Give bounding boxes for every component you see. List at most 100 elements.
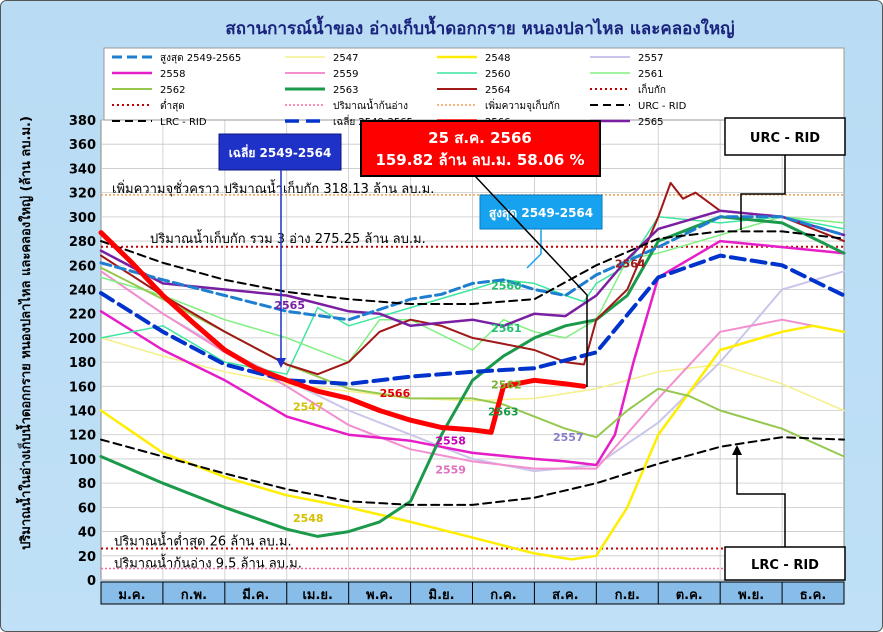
y-tick-label: 200: [69, 332, 96, 347]
series-line-2547: [100, 337, 845, 412]
urc-box: [724, 117, 846, 156]
avg-annotation-arrowhead: [276, 358, 286, 368]
y-tick-label: 140: [69, 405, 96, 420]
max-annotation: สูงสุด 2549-2564: [479, 194, 603, 269]
legend-label: 2564: [485, 85, 510, 96]
legend-label: URC - RID: [638, 101, 687, 112]
legend-label: เพิ่มความจุเก็บกัก: [485, 98, 560, 112]
y-tick-label: 160: [69, 380, 96, 395]
legend-label: ต่ำสุด: [160, 98, 185, 112]
urc-leader: [740, 155, 786, 230]
series-label: 2559: [435, 463, 466, 476]
lrc-arrowhead: [732, 445, 742, 455]
lrc-annotation: LRC - RID: [724, 445, 846, 581]
x-tick-label: ธ.ค.: [800, 588, 827, 603]
legend-label: 2559: [333, 69, 358, 80]
series-line-2560: [100, 216, 845, 375]
legend-label: 2547: [333, 53, 358, 64]
x-tick-label: ก.พ.: [181, 588, 207, 603]
x-tick-label: ส.ค.: [552, 588, 579, 603]
grid: [101, 119, 844, 581]
max-annotation-box: [479, 194, 603, 230]
y-axis-title: ปริมาณน้ำในอ่างเก็บน้ำดอกกราย หนองปลาไหล…: [15, 116, 34, 550]
series-label: 2565: [274, 299, 305, 312]
series-line-2548: [99, 324, 846, 561]
x-tick-label: เม.ย.: [302, 588, 333, 603]
legend-label: 2548: [485, 53, 510, 64]
y-axis-title-group: ปริมาณน้ำในอ่างเก็บน้ำดอกกราย หนองปลาไหล…: [15, 116, 34, 550]
series-line-2565: [99, 209, 846, 328]
y-tick-label: 120: [69, 429, 96, 444]
reference-line-labels: เพิ่มความจุชั่วคราว ปริมาณน้ำเก็บกัก 318…: [112, 179, 434, 572]
x-tick-label: ม.ค.: [118, 588, 145, 603]
urc-box-text: URC - RID: [750, 131, 820, 146]
legend-label: 2563: [333, 85, 358, 96]
y-tick-label: 220: [69, 308, 96, 323]
avg-annotation-text: เฉลี่ย 2549-2564: [229, 144, 332, 160]
legend-label: LRC - RID: [160, 117, 207, 128]
legend-label: 2557: [638, 53, 663, 64]
legend-label: 2561: [638, 69, 663, 80]
series-line-2564: [100, 181, 845, 376]
max-annotation-leader: [526, 229, 542, 269]
y-tick-label: 360: [69, 138, 96, 153]
x-tick-label: พ.ย.: [738, 588, 764, 603]
reference-line-label: ปริมาณน้ำเก็บกัก รวม 3 อ่าง 275.25 ล้าน …: [150, 229, 426, 247]
y-tick-label: 280: [69, 235, 96, 250]
y-tick-label: 320: [69, 187, 96, 202]
y-tick-label: 260: [69, 259, 96, 274]
avg-annotation-box: [218, 133, 342, 171]
chart-title: สถานการณ์น้ำของ อ่างเก็บน้ำดอกกราย หนองป…: [225, 15, 734, 39]
series-label: 2560: [491, 279, 522, 292]
legend-label: สูงสุด 2549-2565: [160, 53, 241, 64]
series-label: 2561: [491, 322, 522, 335]
y-tick-label: 20: [78, 550, 96, 565]
series-line-2563: [99, 215, 846, 538]
series-line-LRC - RID: [100, 436, 845, 506]
current-annotation: 25 ส.ค. 2566 159.82 ล้าน ลบ.ม. 58.06 %: [360, 120, 601, 387]
legend-label: เก็บกัก: [638, 82, 666, 96]
lrc-leader: [736, 452, 786, 547]
series-label: 2557: [553, 431, 584, 444]
series-line-เฉลี่ย 2549-2565: [99, 253, 846, 386]
legend-label: 2562: [160, 85, 185, 96]
max-annotation-text: สูงสุด 2549-2564: [489, 206, 593, 221]
y-axis-ticks: 0 20 40 60 80 100 120 140 160 180 200 220 240 260 280 3…: [69, 114, 96, 589]
current-annotation-line2: 159.82 ล้าน ลบ.ม. 58.06 %: [375, 151, 584, 169]
x-tick-label: ก.ย.: [615, 588, 640, 603]
reference-line-label: เพิ่มความจุชั่วคราว ปริมาณน้ำเก็บกัก 318…: [112, 179, 434, 197]
x-tick-label: ต.ค.: [676, 588, 703, 603]
urc-annotation: URC - RID: [724, 117, 846, 230]
reference-lines: [101, 194, 844, 570]
series-label: 2547: [293, 401, 324, 414]
y-tick-label: 100: [69, 453, 96, 468]
series-label: 2563: [488, 405, 519, 418]
x-tick-label: พ.ค.: [366, 588, 393, 603]
legend-label: 2558: [160, 69, 185, 80]
series-line-2561: [100, 216, 845, 363]
series-label: 2558: [435, 434, 466, 447]
series-layer: [98, 181, 846, 561]
lrc-box-text: LRC - RID: [751, 558, 819, 573]
reference-line-label: ปริมาณน้ำก้นอ่าง 9.5 ล้าน ลบ.ม.: [114, 554, 302, 572]
reference-line-label: ปริมาณน้ำต่ำสุด 26 ล้าน ลบ.ม.: [114, 532, 292, 550]
series-line-URC - RID: [100, 230, 845, 305]
x-tick-label: มี.ค.: [242, 587, 269, 603]
series-label-layer: 2565 2547 2548 2566 2558 2559 2560 2561 2562 2563…: [274, 258, 646, 525]
y-tick-label: 80: [78, 477, 96, 492]
series-label: 2564: [615, 258, 646, 271]
series-label: 2566: [380, 387, 411, 400]
legend-label: 2565: [638, 117, 663, 128]
y-tick-label: 340: [69, 162, 96, 177]
series-line-2566: [98, 230, 587, 435]
series-line-สูงสุด 2549-2565: [99, 215, 846, 322]
series-label: 2548: [293, 512, 324, 525]
x-axis-band: ม.ค. ก.พ. มี.ค. เม.ย. พ.ค. มิ.ย. ก.ค. ส.ค. ก.ย. ต…: [100, 581, 845, 605]
legend-label: 2560: [485, 69, 510, 80]
avg-annotation: เฉลี่ย 2549-2564: [218, 133, 342, 368]
y-tick-label: 380: [69, 114, 96, 129]
series-line-2558: [99, 239, 846, 467]
legend-label: ปริมาณน้ำก้นอ่าง: [333, 98, 408, 112]
y-tick-label: 240: [69, 283, 96, 298]
